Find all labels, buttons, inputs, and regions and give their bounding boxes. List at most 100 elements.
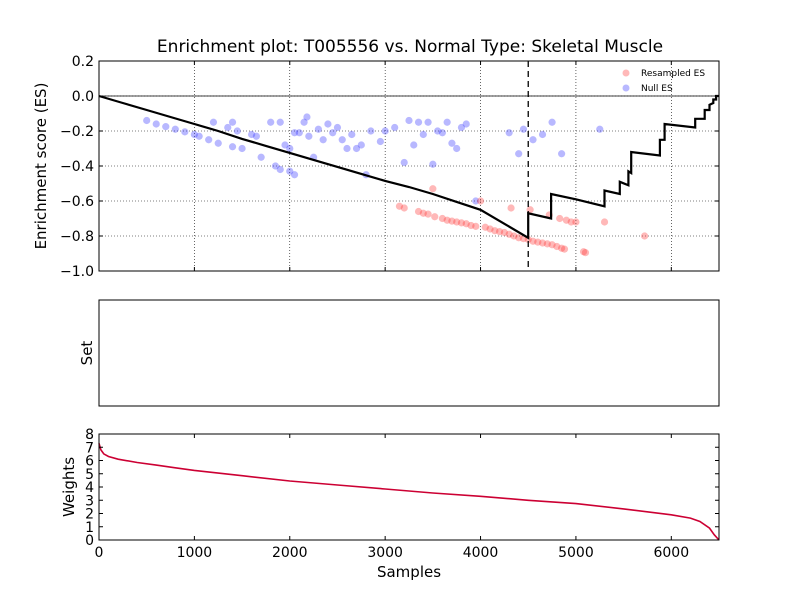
chart-title: Enrichment plot: T005556 vs. Normal Type… — [157, 37, 663, 57]
null-es-point — [419, 130, 427, 139]
null-es-point — [324, 120, 332, 128]
null-es-point — [381, 127, 389, 135]
resampled-es-point — [395, 202, 404, 210]
resampled-es-point — [553, 242, 561, 251]
legend: Resampled ES Null ES — [622, 69, 705, 94]
null-es-point — [538, 130, 547, 139]
null-es-point — [290, 129, 299, 137]
weights-y-tick-label: 1 — [85, 520, 94, 536]
null-es-point — [462, 120, 470, 128]
resampled-es-point — [641, 232, 649, 240]
null-es-point — [305, 132, 313, 140]
null-es-point — [391, 123, 399, 132]
null-es-point — [410, 141, 418, 149]
resampled-es-point — [476, 197, 485, 205]
resampled-es-point — [457, 219, 466, 227]
x-tick-label: 1000 — [177, 545, 213, 561]
null-es-point — [405, 116, 413, 125]
null-es-point — [448, 139, 456, 147]
null-es-point — [281, 141, 289, 149]
resampled-es-point — [400, 204, 408, 212]
resampled-es-point — [538, 239, 547, 247]
resampled-es-point — [462, 220, 470, 228]
null-es-point — [453, 144, 461, 153]
resampled-es-point — [529, 237, 537, 245]
null-es-point — [290, 171, 299, 179]
null-es-point — [276, 165, 284, 174]
null-es-point — [596, 125, 604, 133]
null-es-point — [414, 118, 423, 126]
resampled-es-point — [453, 218, 461, 226]
resampled-es-point — [424, 210, 432, 218]
resampled-es-point — [567, 218, 575, 226]
es-panel: −1.0 −0.8 −0.6 −0.4 −0.2 0.0 0.2 — [60, 54, 720, 280]
legend-label-resampled: Resampled ES — [641, 69, 705, 79]
es-axis-label: Enrichment score (ES) — [32, 83, 50, 250]
x-tick-label: 4000 — [463, 545, 499, 561]
resampled-es-point — [448, 217, 456, 225]
resampled-es-point — [414, 207, 423, 216]
resampled-es-point — [481, 223, 489, 231]
null-es-point — [209, 118, 218, 126]
null-es-point — [267, 118, 275, 126]
es-y-tick-label: −0.8 — [60, 229, 94, 245]
null-es-point — [314, 125, 322, 133]
resampled-es-point — [472, 222, 480, 230]
resampled-es-point — [507, 204, 515, 212]
null-es-point — [457, 123, 466, 132]
null-es-point — [400, 158, 408, 167]
resampled-es-point — [579, 248, 588, 256]
running-es-line — [98, 94, 719, 240]
null-es-point — [348, 130, 356, 139]
weights-y-tick-label: 6 — [85, 454, 94, 470]
weights-y-tick-label: 4 — [85, 480, 94, 496]
null-es-point — [343, 144, 351, 153]
resampled-es-point — [556, 214, 564, 223]
x-tick-label: 0 — [95, 545, 104, 561]
x-tick-label: 5000 — [558, 545, 594, 561]
resampled-es-point — [431, 213, 439, 221]
null-es-point — [152, 120, 160, 128]
weights-plot-frame — [98, 433, 720, 541]
null-es-point — [515, 150, 523, 158]
weights-y-tick-label: 7 — [85, 440, 94, 456]
resampled-es-point — [419, 209, 427, 217]
null-es-point — [162, 123, 170, 131]
es-y-tick-label: 0.2 — [72, 54, 94, 70]
null-es-point — [286, 144, 294, 153]
weights-y-tick-label: 3 — [85, 493, 94, 509]
null-es-point — [248, 130, 256, 139]
x-tick-label: 3000 — [367, 545, 403, 561]
resampled-es-point — [429, 185, 437, 193]
es-y-tick-label: −0.2 — [60, 124, 94, 140]
es-y-tick-label: 0.0 — [72, 89, 94, 105]
resampled-es-point — [562, 216, 570, 224]
null-es-point — [443, 118, 451, 126]
null-es-point — [438, 129, 446, 137]
null-es-point — [224, 123, 232, 132]
legend-marker-null — [622, 84, 630, 92]
resampled-es-point — [496, 228, 504, 236]
legend-label-null: Null ES — [641, 84, 673, 94]
null-es-point — [376, 137, 384, 146]
resampled-es-point — [443, 216, 451, 224]
set-panel — [98, 299, 720, 407]
resampled-es-point — [491, 227, 499, 235]
null-es-point — [228, 143, 237, 151]
resampled-es-point — [510, 232, 518, 240]
set-axis-label: Set — [78, 341, 96, 366]
set-plot-frame — [98, 299, 720, 407]
resampled-es-point — [560, 245, 569, 253]
null-es-point — [424, 118, 432, 126]
null-es-point — [286, 167, 294, 175]
null-es-point — [190, 130, 198, 139]
null-es-point — [429, 160, 437, 168]
resampled-es-point — [581, 249, 590, 257]
es-y-tick-label: −0.6 — [60, 194, 94, 210]
x-axis-label: Samples — [377, 563, 441, 581]
x-tick-label: 6000 — [653, 545, 689, 561]
null-es-point — [238, 144, 246, 153]
es-y-tick-label: −1.0 — [60, 264, 94, 280]
